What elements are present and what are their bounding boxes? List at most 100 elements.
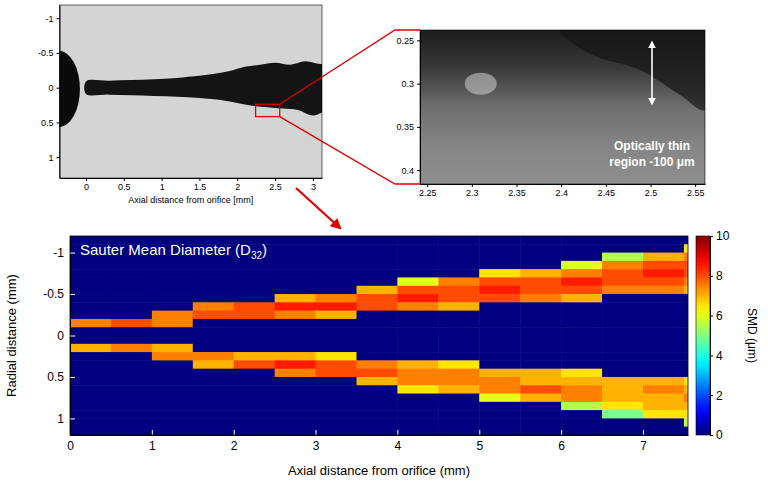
tick-label: 7 (640, 439, 647, 453)
tick-mark (57, 18, 60, 19)
heatmap-cell (520, 311, 561, 320)
heatmap-cell (152, 327, 193, 336)
heatmap-cell (684, 427, 688, 435)
heatmap-cell (356, 244, 397, 253)
heatmap-cell (275, 261, 316, 270)
heat-frame (70, 236, 688, 435)
heatmap-cells (70, 236, 688, 435)
heatmap-cell (561, 402, 602, 411)
heatmap-cell (152, 261, 193, 270)
heatmap-cell (602, 344, 643, 353)
heatmap-cell (356, 385, 397, 394)
tick-mark (316, 430, 317, 435)
heatmap-cell (193, 410, 234, 419)
heatmap-cell (70, 336, 111, 345)
heatmap-cell (70, 269, 111, 278)
heatmap-cell (70, 311, 111, 320)
tick-mark (710, 435, 713, 436)
heatmap-cell (275, 302, 316, 311)
heatmap-cell (275, 286, 316, 295)
heatmap-cell (275, 402, 316, 411)
heatmap-cell (111, 360, 152, 369)
heatmap-cell (438, 302, 479, 311)
heatmap-cell (602, 294, 643, 303)
heatmap-cell (479, 410, 520, 419)
heatmap-cell (438, 385, 479, 394)
heatmap-cell (643, 302, 684, 311)
heatmap-cell (111, 311, 152, 320)
heatmap-cell (602, 269, 643, 278)
heatmap-cell (438, 319, 479, 328)
heatmap-cell (520, 286, 561, 295)
heatmap-cell (438, 410, 479, 419)
heatmap-cell (520, 269, 561, 278)
tick-label: -1 (53, 246, 64, 260)
heatmap-cell (152, 319, 193, 328)
heatmap-cell (520, 261, 561, 270)
tick-label: 0.5 (47, 370, 64, 384)
heatmap-cell (111, 385, 152, 394)
tick-label: 3 (313, 439, 320, 453)
heatmap-cell (643, 277, 684, 286)
heatmap-cell (520, 352, 561, 361)
heatmap-cell (316, 418, 357, 427)
heatmap-cell (479, 418, 520, 427)
heatmap-cell (520, 402, 561, 411)
heatmap-cell (234, 302, 275, 311)
tick-mark (710, 355, 713, 356)
heatmap-cell (520, 327, 561, 336)
zoom-line (280, 117, 420, 184)
spray-shadow (84, 61, 322, 115)
tick: 0 (57, 329, 75, 343)
heatmap-cell (316, 236, 357, 245)
axis-line (710, 237, 711, 436)
inset-frame (420, 30, 705, 184)
tick-mark (397, 430, 398, 435)
heatmap-cell (111, 286, 152, 295)
heatmap-cell (602, 336, 643, 345)
heatmap-cell (602, 236, 643, 245)
heatmap-cell (561, 269, 602, 278)
heatmap-cell (520, 277, 561, 286)
heatmap-cell (684, 269, 688, 278)
tick: 3 (311, 178, 316, 192)
heatmap-cell (275, 336, 316, 345)
heatmap-cell (479, 294, 520, 303)
tick: 0 (48, 83, 59, 93)
heatmap-cell (234, 418, 275, 427)
heatmap-cell (520, 418, 561, 427)
tick: 0.35 (396, 122, 420, 132)
tick: 7 (640, 430, 647, 453)
heatmap-cell (316, 336, 357, 345)
heatmap-cell (193, 302, 234, 311)
heatmap-cell (193, 418, 234, 427)
heatmap-cell (561, 385, 602, 394)
heatmap-cell (193, 385, 234, 394)
heatmap-cell (193, 369, 234, 378)
heatmap-cell (275, 418, 316, 427)
heatmap-cell (684, 352, 688, 361)
heatmap-cell (602, 244, 643, 253)
heatmap-cell (643, 369, 684, 378)
heatmap-cell (356, 311, 397, 320)
heatmap-cell (275, 311, 316, 320)
heatmap-cell (193, 294, 234, 303)
tick-label: 10 (716, 229, 730, 243)
heatmap-cell (479, 377, 520, 386)
heatmap-cell (520, 236, 561, 245)
colorbar (696, 236, 710, 435)
heatmap-cell (684, 377, 688, 386)
heatmap-cell (234, 410, 275, 419)
heatmap-cell (684, 344, 688, 353)
heatmap-cell (643, 394, 684, 403)
heatmap-cell (316, 311, 357, 320)
heatmap-cell (316, 377, 357, 386)
heatmap-cell (193, 319, 234, 328)
heatmap-cell (602, 385, 643, 394)
heatmap-cell (643, 377, 684, 386)
heatmap-cell (275, 327, 316, 336)
heatmap-cell (234, 344, 275, 353)
heatmap-cell (643, 269, 684, 278)
heatmap-cell (438, 418, 479, 427)
heatmap-cell (234, 286, 275, 295)
